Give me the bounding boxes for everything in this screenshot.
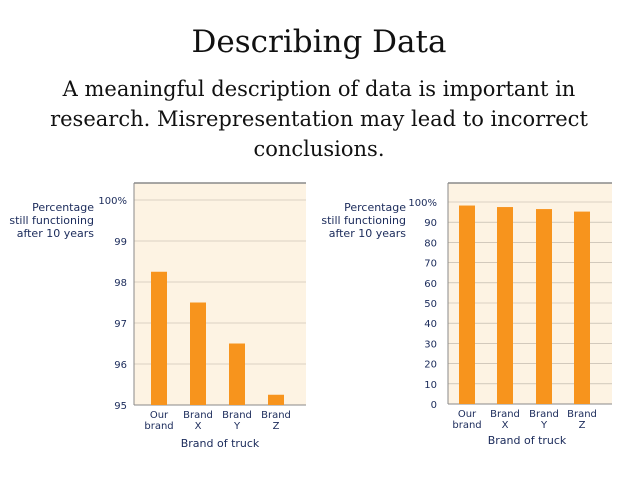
x-category-label: Brand xyxy=(490,409,520,420)
bar xyxy=(459,205,475,404)
plot-background xyxy=(448,183,612,404)
y-tick-label: 95 xyxy=(114,401,127,412)
y-axis-label: still functioning xyxy=(321,214,406,227)
x-category-label: Z xyxy=(273,421,280,432)
x-category-label: Brand xyxy=(261,410,291,421)
x-category-label: Brand xyxy=(183,410,213,421)
y-tick-label: 100% xyxy=(408,198,437,209)
y-axis-label: Percentage xyxy=(344,201,406,214)
y-tick-label: 97 xyxy=(114,319,127,330)
x-category-label: X xyxy=(502,420,509,431)
y-tick-label: 60 xyxy=(424,279,437,290)
y-axis-label: Percentage xyxy=(32,201,94,214)
y-tick-label: 99 xyxy=(114,237,127,248)
y-tick-label: 90 xyxy=(424,218,437,229)
y-tick-label: 80 xyxy=(424,238,437,249)
y-tick-label: 0 xyxy=(431,400,437,411)
bar xyxy=(268,394,284,405)
x-category-label: Z xyxy=(579,420,586,431)
plot-background xyxy=(134,183,306,405)
bar xyxy=(536,209,552,404)
y-tick-label: 98 xyxy=(114,278,127,289)
x-axis-label: Brand of truck xyxy=(488,434,567,447)
y-axis-label: still functioning xyxy=(9,214,94,227)
y-tick-label: 10 xyxy=(424,380,437,391)
x-category-label: brand xyxy=(144,421,173,432)
y-tick-label: 100% xyxy=(98,196,127,207)
x-category-label: Y xyxy=(540,420,548,431)
y-axis-label: after 10 years xyxy=(329,227,407,240)
x-category-label: Our xyxy=(150,410,169,421)
bar xyxy=(229,343,245,405)
y-tick-label: 50 xyxy=(424,299,437,310)
slide-subtitle: A meaningful description of data is impo… xyxy=(50,77,588,161)
x-axis-label: Brand of truck xyxy=(181,437,260,450)
y-tick-label: 20 xyxy=(424,360,437,371)
bar xyxy=(151,271,167,405)
bar xyxy=(574,211,590,404)
slide-title: Describing Data xyxy=(191,24,447,60)
y-axis-label: after 10 years xyxy=(17,227,95,240)
y-tick-label: 40 xyxy=(424,319,437,330)
x-category-label: Our xyxy=(458,409,477,420)
x-category-label: Brand xyxy=(222,410,252,421)
x-category-label: brand xyxy=(452,420,481,431)
x-category-label: Brand xyxy=(567,409,597,420)
y-tick-label: 96 xyxy=(114,360,127,371)
x-category-label: X xyxy=(195,421,202,432)
bar xyxy=(497,207,513,404)
y-tick-label: 70 xyxy=(424,259,437,270)
x-category-label: Y xyxy=(233,421,241,432)
bar xyxy=(190,302,206,405)
y-tick-label: 30 xyxy=(424,339,437,350)
x-category-label: Brand xyxy=(529,409,559,420)
